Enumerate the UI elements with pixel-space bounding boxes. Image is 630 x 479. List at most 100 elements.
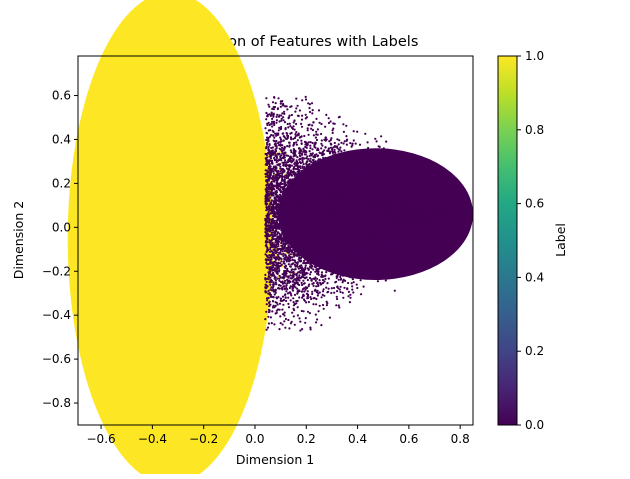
scatter-point xyxy=(146,169,150,172)
scatter-point xyxy=(110,336,113,339)
scatter-point xyxy=(156,73,160,76)
plot-area xyxy=(67,0,473,479)
scatter-point xyxy=(152,268,155,271)
scatter-point xyxy=(154,155,157,158)
scatter-point xyxy=(94,226,97,229)
scatter-point xyxy=(201,352,204,355)
scatter-point xyxy=(200,209,203,212)
scatter-point xyxy=(109,156,112,160)
scatter-point xyxy=(129,98,132,101)
scatter-point xyxy=(184,137,187,140)
scatter-point xyxy=(136,100,139,103)
scatter-point xyxy=(141,154,144,157)
scatter-point xyxy=(203,148,207,151)
scatter-point xyxy=(188,114,191,117)
scatter-point xyxy=(169,373,172,376)
scatter-point xyxy=(179,165,183,168)
scatter-point xyxy=(109,147,112,150)
scatter-point xyxy=(157,268,160,271)
scatter-point xyxy=(256,245,259,248)
scatter-point xyxy=(141,254,144,257)
scatter-point xyxy=(228,105,231,108)
scatter-point xyxy=(167,346,170,349)
scatter-point xyxy=(179,231,182,234)
scatter-point xyxy=(157,217,160,220)
scatter-point xyxy=(210,70,213,73)
scatter-point xyxy=(183,144,186,147)
scatter-point xyxy=(121,143,124,146)
scatter-point xyxy=(148,336,151,339)
scatter-point xyxy=(251,180,254,183)
scatter-point xyxy=(146,159,149,162)
scatter-point xyxy=(197,92,200,95)
scatter-point xyxy=(212,215,215,218)
scatter-point xyxy=(141,104,145,107)
scatter-point xyxy=(129,319,132,323)
scatter-point xyxy=(214,147,217,150)
scatter-point xyxy=(140,388,143,391)
scatter-point xyxy=(102,311,105,314)
scatter-point xyxy=(260,172,264,175)
scatter-point xyxy=(165,336,168,339)
scatter-point xyxy=(125,318,128,321)
scatter-point xyxy=(113,152,116,156)
scatter-point xyxy=(146,343,149,346)
scatter-point xyxy=(157,117,160,120)
scatter-point xyxy=(173,181,176,184)
scatter-point xyxy=(179,219,182,223)
scatter-point xyxy=(184,332,187,335)
scatter-point xyxy=(211,308,214,311)
scatter-point xyxy=(222,153,225,156)
scatter-point xyxy=(234,206,237,209)
scatter-point xyxy=(103,306,106,309)
scatter-point xyxy=(146,328,150,331)
scatter-point xyxy=(168,127,171,130)
scatter-point xyxy=(226,168,229,171)
scatter-point xyxy=(180,170,183,174)
scatter-point xyxy=(252,257,255,260)
scatter-point xyxy=(206,307,209,310)
scatter-point xyxy=(121,199,124,203)
scatter-point xyxy=(94,237,97,240)
scatter-point xyxy=(257,248,260,251)
scatter-point xyxy=(162,146,165,149)
scatter-point xyxy=(212,277,215,281)
scatter-point xyxy=(186,375,189,378)
scatter-point xyxy=(229,194,233,197)
scatter-point xyxy=(95,203,98,207)
scatter-point xyxy=(96,200,99,204)
scatter-point xyxy=(119,340,122,343)
scatter-point xyxy=(187,140,190,144)
scatter-point xyxy=(144,335,147,338)
scatter-point xyxy=(155,103,158,106)
scatter-point xyxy=(113,147,116,150)
scatter-point xyxy=(122,348,126,351)
scatter-point xyxy=(96,196,99,199)
scatter-point xyxy=(132,155,135,158)
scatter-point xyxy=(106,298,109,301)
scatter-point xyxy=(249,222,252,225)
scatter-point xyxy=(200,159,203,162)
scatter-point xyxy=(163,292,166,295)
scatter-point xyxy=(225,176,228,179)
scatter-point xyxy=(245,234,248,237)
scatter-point xyxy=(133,300,136,303)
scatter-point xyxy=(211,339,214,342)
scatter-point xyxy=(105,273,108,276)
scatter-point xyxy=(255,255,258,259)
scatter-point xyxy=(115,328,118,331)
scatter-point xyxy=(242,220,245,223)
scatter-point xyxy=(158,328,161,331)
scatter-point xyxy=(98,299,101,302)
scatter-point xyxy=(108,312,111,315)
scatter-point xyxy=(181,190,184,193)
scatter-point xyxy=(228,230,231,233)
scatter-point xyxy=(120,169,123,172)
scatter-point xyxy=(200,99,203,102)
scatter-point xyxy=(191,272,194,276)
scatter-point xyxy=(172,166,175,169)
scatter-point xyxy=(175,248,178,251)
scatter-point xyxy=(129,136,132,139)
scatter-point xyxy=(237,166,240,169)
